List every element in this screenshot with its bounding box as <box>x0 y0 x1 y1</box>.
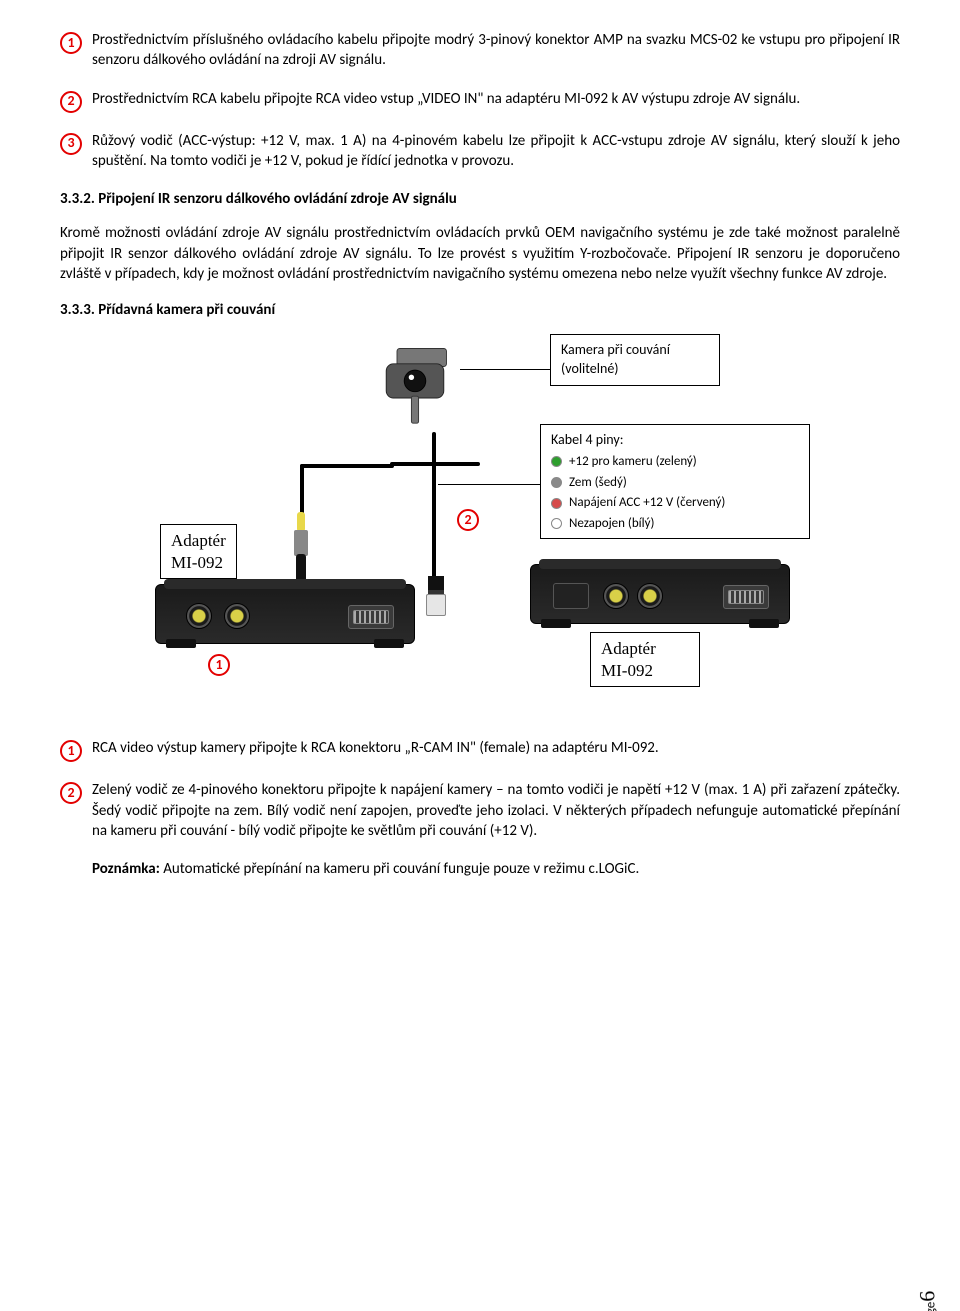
pin-row-3: Nezapojen (bílý) <box>551 515 799 533</box>
wire-split <box>390 462 480 466</box>
pin-text-3: Nezapojen (bílý) <box>569 515 654 533</box>
pin-row-1: Zem (šedý) <box>551 474 799 492</box>
instruction-item-1: 1 Prostřednictvím příslušného ovládacího… <box>60 30 900 71</box>
pin-row-2: Napájení ACC +12 V (červený) <box>551 494 799 512</box>
bottom-item-2: 2 Zelený vodič ze 4-pinového konektoru p… <box>60 780 900 841</box>
pin-dot-white <box>551 518 562 529</box>
rca-port-icon <box>224 603 250 629</box>
diagram-badge-2: 2 <box>457 509 479 531</box>
bottom-badge-1: 1 <box>60 740 82 762</box>
molex-port-icon <box>553 583 589 609</box>
adapter-right-label: Adaptér MI-092 <box>590 632 700 687</box>
rca-port-icon <box>186 603 212 629</box>
pin-dot-grey <box>551 477 562 488</box>
camera-label-text: Kamera při couvání (volitelné) <box>561 341 670 377</box>
wire-branch-v <box>300 464 304 514</box>
camera-icon <box>370 344 460 434</box>
pin-text-1: Zem (šedý) <box>569 474 627 492</box>
instruction-text-1: Prostřednictvím příslušného ovládacího k… <box>92 30 900 71</box>
leader-line-cable <box>438 484 542 485</box>
diagram-badge-1: 1 <box>208 654 230 676</box>
instruction-text-3: Růžový vodič (ACC-výstup: +12 V, max. 1 … <box>92 131 900 172</box>
badge-1: 1 <box>60 32 82 54</box>
rca-port-icon <box>637 583 663 609</box>
pin-dot-green <box>551 456 562 467</box>
pin-text-2: Napájení ACC +12 V (červený) <box>569 494 725 512</box>
bottom-text-2: Zelený vodič ze 4-pinového konektoru při… <box>92 780 900 841</box>
bottom-badge-2: 2 <box>60 782 82 804</box>
adapter-left-box <box>155 584 415 644</box>
leader-line-camera <box>460 369 552 370</box>
note-paragraph: Poznámka: Automatické přepínání na kamer… <box>92 859 900 879</box>
instruction-text-2: Prostřednictvím RCA kabelu připojte RCA … <box>92 89 900 109</box>
badge-2: 2 <box>60 91 82 113</box>
cable-label-box: Kabel 4 piny: +12 pro kameru (zelený) Ze… <box>540 424 810 539</box>
adapter-left-label: Adaptér MI-092 <box>160 524 237 579</box>
note-label: Poznámka: <box>92 860 160 878</box>
badge-3: 3 <box>60 133 82 155</box>
db9-port-icon <box>723 585 769 609</box>
pin-dot-red <box>551 498 562 509</box>
page-label: Page <box>923 1302 938 1311</box>
rca-plug-icon <box>292 512 310 584</box>
wiring-diagram: Kamera při couvání (volitelné) Kabel 4 p… <box>60 334 900 714</box>
adapter-right-box <box>530 564 790 624</box>
section-333-title: 3.3.3. Přídavná kamera při couvání <box>60 300 900 320</box>
pin-text-0: +12 pro kameru (zelený) <box>569 453 697 471</box>
wire-main <box>432 432 436 578</box>
note-text: Automatické přepínání na kameru při couv… <box>160 860 639 878</box>
page-n: 6 <box>914 1291 939 1302</box>
bottom-text-1: RCA video výstup kamery připojte k RCA k… <box>92 738 900 758</box>
rca-port-icon <box>603 583 629 609</box>
instruction-item-2: 2 Prostřednictvím RCA kabelu připojte RC… <box>60 89 900 113</box>
camera-label-box: Kamera při couvání (volitelné) <box>550 334 720 386</box>
molex-plug-icon <box>424 576 448 616</box>
page-number: Page6 <box>912 1291 942 1311</box>
bottom-item-1: 1 RCA video výstup kamery připojte k RCA… <box>60 738 900 762</box>
section-332-title: 3.3.2. Připojení IR senzoru dálkového ov… <box>60 189 900 209</box>
pin-row-0: +12 pro kameru (zelený) <box>551 453 799 471</box>
instruction-item-3: 3 Růžový vodič (ACC-výstup: +12 V, max. … <box>60 131 900 172</box>
db9-port-icon <box>348 605 394 629</box>
cable-title: Kabel 4 piny: <box>551 431 799 450</box>
section-332-para: Kromě možnosti ovládání zdroje AV signál… <box>60 223 900 284</box>
wire-branch-h <box>300 464 394 468</box>
